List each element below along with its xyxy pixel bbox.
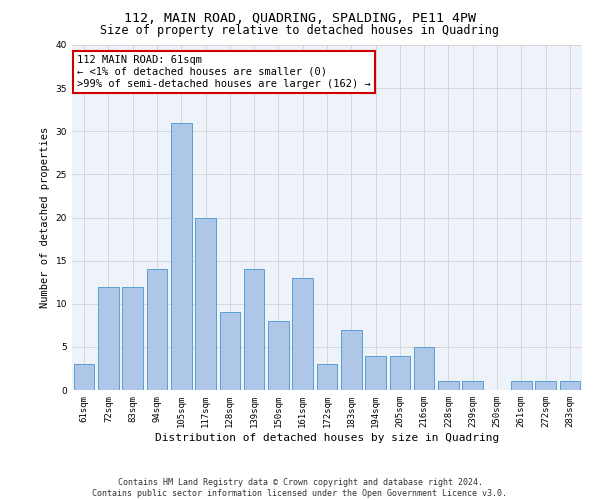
Bar xyxy=(341,330,362,390)
Bar xyxy=(463,382,483,390)
Bar xyxy=(122,286,143,390)
Text: Size of property relative to detached houses in Quadring: Size of property relative to detached ho… xyxy=(101,24,499,37)
Bar xyxy=(438,382,459,390)
Bar xyxy=(244,269,265,390)
Bar xyxy=(365,356,386,390)
X-axis label: Distribution of detached houses by size in Quadring: Distribution of detached houses by size … xyxy=(155,432,499,442)
Bar xyxy=(414,347,434,390)
Bar xyxy=(195,218,216,390)
Bar xyxy=(98,286,119,390)
Bar xyxy=(535,382,556,390)
Text: 112 MAIN ROAD: 61sqm
← <1% of detached houses are smaller (0)
>99% of semi-detac: 112 MAIN ROAD: 61sqm ← <1% of detached h… xyxy=(77,56,371,88)
Bar xyxy=(146,269,167,390)
Bar xyxy=(560,382,580,390)
Text: 112, MAIN ROAD, QUADRING, SPALDING, PE11 4PW: 112, MAIN ROAD, QUADRING, SPALDING, PE11… xyxy=(124,12,476,26)
Bar xyxy=(317,364,337,390)
Bar xyxy=(292,278,313,390)
Bar xyxy=(74,364,94,390)
Text: Contains HM Land Registry data © Crown copyright and database right 2024.
Contai: Contains HM Land Registry data © Crown c… xyxy=(92,478,508,498)
Bar xyxy=(220,312,240,390)
Bar xyxy=(171,122,191,390)
Y-axis label: Number of detached properties: Number of detached properties xyxy=(40,127,50,308)
Bar xyxy=(268,321,289,390)
Bar xyxy=(511,382,532,390)
Bar xyxy=(389,356,410,390)
